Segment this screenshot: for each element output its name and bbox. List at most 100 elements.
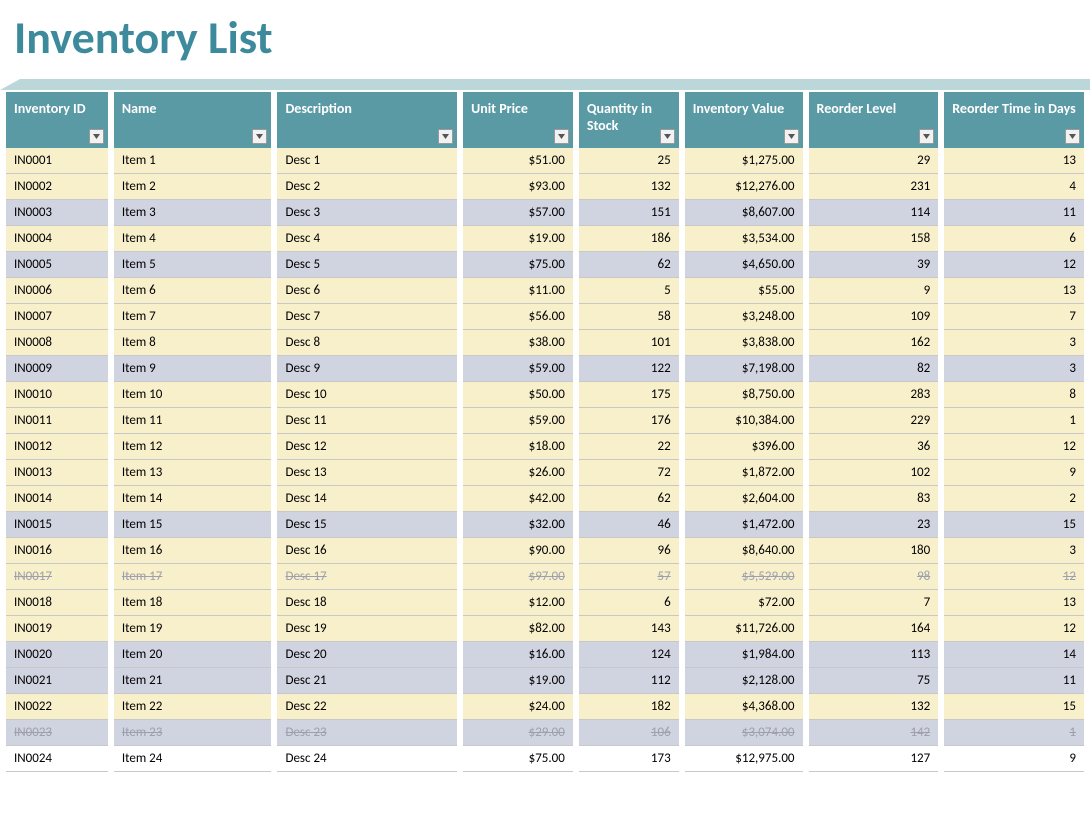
table-row[interactable]: IN0014Item 14Desc 14$42.0062$2,604.00832 [6,486,1084,512]
cell-price: $18.00 [463,434,573,460]
cell-qty: 62 [579,486,679,512]
cell-reorder: 83 [809,486,939,512]
filter-dropdown-icon[interactable] [438,129,453,144]
cell-price: $19.00 [463,226,573,252]
cell-price: $50.00 [463,382,573,408]
table-row[interactable]: IN0005Item 5Desc 5$75.0062$4,650.003912 [6,252,1084,278]
column-header-value[interactable]: Inventory Value [685,92,803,148]
table-row[interactable]: IN0010Item 10Desc 10$50.00175$8,750.0028… [6,382,1084,408]
cell-name: Item 23 [114,720,272,746]
table-row[interactable]: IN0002Item 2Desc 2$93.00132$12,276.00231… [6,174,1084,200]
cell-id: IN0018 [6,590,108,616]
cell-reorder: 102 [809,460,939,486]
column-header-label: Quantity in Stock [587,100,652,134]
column-header-label: Name [122,100,157,117]
column-header-label: Description [285,100,351,117]
table-row[interactable]: IN0021Item 21Desc 21$19.00112$2,128.0075… [6,668,1084,694]
cell-days: 7 [944,304,1084,330]
cell-id: IN0019 [6,616,108,642]
column-header-id[interactable]: Inventory ID [6,92,108,148]
cell-reorder: 180 [809,538,939,564]
column-header-qty[interactable]: Quantity in Stock [579,92,679,148]
cell-qty: 143 [579,616,679,642]
table-row[interactable]: IN0018Item 18Desc 18$12.006$72.00713 [6,590,1084,616]
cell-days: 11 [944,668,1084,694]
table-row[interactable]: IN0006Item 6Desc 6$11.005$55.00913 [6,278,1084,304]
table-row[interactable]: IN0004Item 4Desc 4$19.00186$3,534.001586 [6,226,1084,252]
cell-id: IN0008 [6,330,108,356]
table-row[interactable]: IN0013Item 13Desc 13$26.0072$1,872.00102… [6,460,1084,486]
cell-id: IN0003 [6,200,108,226]
cell-value: $1,872.00 [685,460,803,486]
cell-name: Item 9 [114,356,272,382]
filter-dropdown-icon[interactable] [1065,129,1080,144]
cell-name: Item 1 [114,148,272,174]
cell-value: $1,275.00 [685,148,803,174]
column-header-reorder[interactable]: Reorder Level [809,92,939,148]
cell-qty: 57 [579,564,679,590]
filter-dropdown-icon[interactable] [919,129,934,144]
cell-name: Item 17 [114,564,272,590]
column-header-name[interactable]: Name [114,92,272,148]
filter-dropdown-icon[interactable] [252,129,267,144]
table-row[interactable]: IN0007Item 7Desc 7$56.0058$3,248.001097 [6,304,1084,330]
cell-desc: Desc 12 [277,434,457,460]
cell-desc: Desc 17 [277,564,457,590]
cell-qty: 62 [579,252,679,278]
table-row[interactable]: IN0001Item 1Desc 1$51.0025$1,275.002913 [6,148,1084,174]
cell-reorder: 82 [809,356,939,382]
cell-qty: 122 [579,356,679,382]
cell-reorder: 29 [809,148,939,174]
cell-price: $93.00 [463,174,573,200]
table-row[interactable]: IN0016Item 16Desc 16$90.0096$8,640.00180… [6,538,1084,564]
cell-price: $57.00 [463,200,573,226]
table-row[interactable]: IN0011Item 11Desc 11$59.00176$10,384.002… [6,408,1084,434]
table-row[interactable]: IN0020Item 20Desc 20$16.00124$1,984.0011… [6,642,1084,668]
cell-id: IN0017 [6,564,108,590]
table-row[interactable]: IN0024Item 24Desc 24$75.00173$12,975.001… [6,746,1084,772]
cell-qty: 6 [579,590,679,616]
cell-desc: Desc 22 [277,694,457,720]
cell-name: Item 22 [114,694,272,720]
cell-price: $59.00 [463,408,573,434]
table-row[interactable]: IN0009Item 9Desc 9$59.00122$7,198.00823 [6,356,1084,382]
cell-qty: 182 [579,694,679,720]
column-header-desc[interactable]: Description [277,92,457,148]
cell-price: $38.00 [463,330,573,356]
column-header-days[interactable]: Reorder Time in Days [944,92,1084,148]
cell-price: $59.00 [463,356,573,382]
cell-price: $16.00 [463,642,573,668]
cell-reorder: 162 [809,330,939,356]
cell-price: $75.00 [463,746,573,772]
table-row[interactable]: IN0008Item 8Desc 8$38.00101$3,838.001623 [6,330,1084,356]
table-row[interactable]: IN0019Item 19Desc 19$82.00143$11,726.001… [6,616,1084,642]
cell-qty: 25 [579,148,679,174]
table-row[interactable]: IN0017Item 17Desc 17$97.0057$5,529.00981… [6,564,1084,590]
filter-dropdown-icon[interactable] [554,129,569,144]
table-row[interactable]: IN0022Item 22Desc 22$24.00182$4,368.0013… [6,694,1084,720]
cell-desc: Desc 15 [277,512,457,538]
table-row[interactable]: IN0015Item 15Desc 15$32.0046$1,472.00231… [6,512,1084,538]
cell-price: $51.00 [463,148,573,174]
table-row[interactable]: IN0003Item 3Desc 3$57.00151$8,607.001141… [6,200,1084,226]
table-row[interactable]: IN0023Item 23Desc 23$29.00106$3,074.0014… [6,720,1084,746]
filter-dropdown-icon[interactable] [89,129,104,144]
column-header-price[interactable]: Unit Price [463,92,573,148]
cell-qty: 132 [579,174,679,200]
cell-name: Item 14 [114,486,272,512]
cell-value: $8,607.00 [685,200,803,226]
cell-days: 1 [944,720,1084,746]
cell-desc: Desc 10 [277,382,457,408]
cell-desc: Desc 7 [277,304,457,330]
column-header-label: Inventory Value [693,100,784,117]
cell-value: $3,534.00 [685,226,803,252]
cell-value: $8,750.00 [685,382,803,408]
table-row[interactable]: IN0012Item 12Desc 12$18.0022$396.003612 [6,434,1084,460]
filter-dropdown-icon[interactable] [784,129,799,144]
cell-name: Item 3 [114,200,272,226]
cell-value: $7,198.00 [685,356,803,382]
cell-days: 3 [944,330,1084,356]
cell-value: $55.00 [685,278,803,304]
filter-dropdown-icon[interactable] [660,129,675,144]
cell-qty: 101 [579,330,679,356]
